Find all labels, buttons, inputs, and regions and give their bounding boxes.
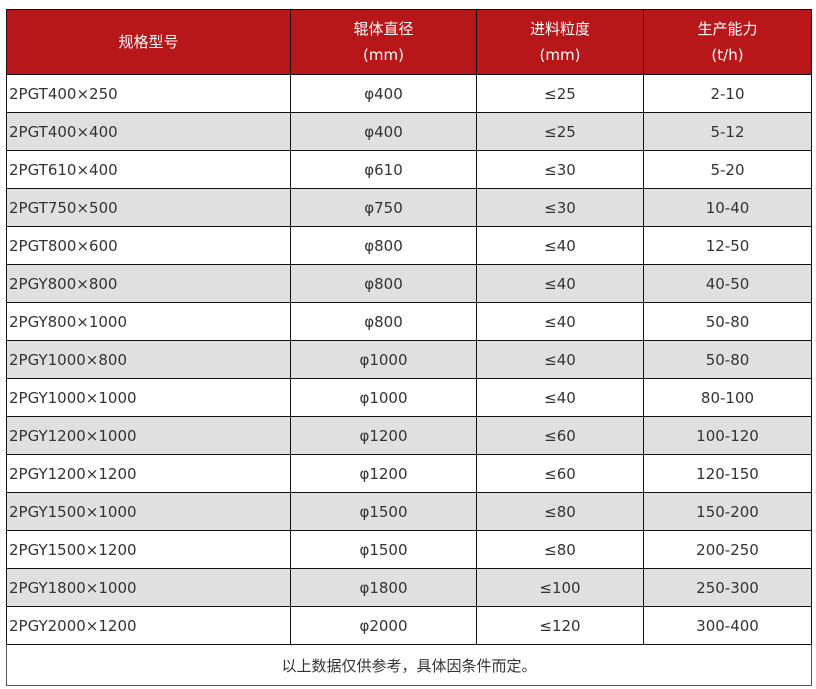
- table-row: 2PGY1000×1000 φ1000 ≤40 80-100: [6, 378, 812, 417]
- table-row: 2PGY1000×800 φ1000 ≤40 50-80: [6, 340, 812, 379]
- cell-roller-diameter: φ750: [290, 188, 477, 227]
- cell-feed-size: ≤60: [476, 416, 644, 455]
- cell-feed-size: ≤100: [476, 568, 644, 607]
- table-row: 2PGY1800×1000 φ1800 ≤100 250-300: [6, 568, 812, 607]
- cell-roller-diameter: φ1800: [290, 568, 477, 607]
- cell-capacity: 12-50: [643, 226, 812, 265]
- cell-feed-size: ≤60: [476, 454, 644, 493]
- table-row: 2PGT400×250 φ400 ≤25 2-10: [6, 74, 812, 113]
- header-roller-diameter: 辊体直径 (mm): [290, 9, 477, 75]
- cell-roller-diameter: φ1200: [290, 454, 477, 493]
- cell-feed-size: ≤40: [476, 264, 644, 303]
- table-row: 2PGT610×400 φ610 ≤30 5-20: [6, 150, 812, 189]
- cell-capacity: 100-120: [643, 416, 812, 455]
- cell-feed-size: ≤40: [476, 302, 644, 341]
- cell-roller-diameter: φ1500: [290, 492, 477, 531]
- cell-roller-diameter: φ1200: [290, 416, 477, 455]
- header-capacity: 生产能力 (t/h): [643, 9, 812, 75]
- cell-feed-size: ≤80: [476, 530, 644, 569]
- cell-model: 2PGY1000×1000: [6, 378, 291, 417]
- cell-capacity: 120-150: [643, 454, 812, 493]
- cell-feed-size: ≤25: [476, 112, 644, 151]
- cell-roller-diameter: φ1000: [290, 340, 477, 379]
- cell-roller-diameter: φ2000: [290, 606, 477, 645]
- cell-capacity: 2-10: [643, 74, 812, 113]
- cell-capacity: 50-80: [643, 340, 812, 379]
- cell-feed-size: ≤40: [476, 226, 644, 265]
- cell-capacity: 5-20: [643, 150, 812, 189]
- header-label: 规格型号: [118, 33, 179, 51]
- cell-roller-diameter: φ800: [290, 302, 477, 341]
- cell-roller-diameter: φ1000: [290, 378, 477, 417]
- header-unit: (mm): [363, 46, 404, 64]
- table-row: 2PGY1200×1000 φ1200 ≤60 100-120: [6, 416, 812, 455]
- cell-capacity: 250-300: [643, 568, 812, 607]
- cell-capacity: 50-80: [643, 302, 812, 341]
- cell-model: 2PGY1000×800: [6, 340, 291, 379]
- header-label: 进料粒度: [529, 20, 590, 38]
- cell-feed-size: ≤80: [476, 492, 644, 531]
- cell-roller-diameter: φ1500: [290, 530, 477, 569]
- cell-feed-size: ≤30: [476, 188, 644, 227]
- table-row: 2PGT800×600 φ800 ≤40 12-50: [6, 226, 812, 265]
- table-row: 2PGY2000×1200 φ2000 ≤120 300-400: [6, 606, 812, 645]
- cell-model: 2PGY800×800: [6, 264, 291, 303]
- table-row: 2PGY1200×1200 φ1200 ≤60 120-150: [6, 454, 812, 493]
- cell-capacity: 200-250: [643, 530, 812, 569]
- cell-model: 2PGT400×250: [6, 74, 291, 113]
- cell-feed-size: ≤25: [476, 74, 644, 113]
- spec-table: 规格型号 辊体直径 (mm) 进料粒度 (mm) 生产能力 (t/h) 2PGT400×25…: [6, 9, 812, 686]
- cell-roller-diameter: φ800: [290, 264, 477, 303]
- cell-model: 2PGY1800×1000: [6, 568, 291, 607]
- footer-note: 以上数据仅供参考，具体因条件而定。: [6, 644, 812, 686]
- cell-capacity: 5-12: [643, 112, 812, 151]
- cell-capacity: 300-400: [643, 606, 812, 645]
- header-unit: (mm): [539, 46, 581, 64]
- header-model: 规格型号: [6, 9, 291, 75]
- cell-feed-size: ≤40: [476, 340, 644, 379]
- cell-capacity: 10-40: [643, 188, 812, 227]
- table-row: 2PGT750×500 φ750 ≤30 10-40: [6, 188, 812, 227]
- cell-capacity: 150-200: [643, 492, 812, 531]
- cell-model: 2PGT400×400: [6, 112, 291, 151]
- table-row: 2PGY1500×1000 φ1500 ≤80 150-200: [6, 492, 812, 531]
- cell-model: 2PGT750×500: [6, 188, 291, 227]
- cell-model: 2PGY1200×1000: [6, 416, 291, 455]
- header-feed-size: 进料粒度 (mm): [476, 9, 644, 75]
- cell-model: 2PGY1500×1000: [6, 492, 291, 531]
- cell-capacity: 80-100: [643, 378, 812, 417]
- cell-roller-diameter: φ400: [290, 112, 477, 151]
- table-row: 2PGY800×1000 φ800 ≤40 50-80: [6, 302, 812, 341]
- cell-feed-size: ≤30: [476, 150, 644, 189]
- table-row: 2PGY1500×1200 φ1500 ≤80 200-250: [6, 530, 812, 569]
- table-row: 2PGY800×800 φ800 ≤40 40-50: [6, 264, 812, 303]
- cell-feed-size: ≤40: [476, 378, 644, 417]
- cell-model: 2PGT800×600: [6, 226, 291, 265]
- header-label: 辊体直径: [353, 20, 414, 38]
- cell-model: 2PGY1200×1200: [6, 454, 291, 493]
- header-unit: (t/h): [711, 46, 744, 64]
- cell-roller-diameter: φ610: [290, 150, 477, 189]
- cell-model: 2PGY1500×1200: [6, 530, 291, 569]
- cell-feed-size: ≤120: [476, 606, 644, 645]
- table-row: 2PGT400×400 φ400 ≤25 5-12: [6, 112, 812, 151]
- cell-model: 2PGT610×400: [6, 150, 291, 189]
- cell-roller-diameter: φ800: [290, 226, 477, 265]
- cell-model: 2PGY800×1000: [6, 302, 291, 341]
- cell-model: 2PGY2000×1200: [6, 606, 291, 645]
- header-row: 规格型号 辊体直径 (mm) 进料粒度 (mm) 生产能力 (t/h): [6, 9, 812, 75]
- cell-capacity: 40-50: [643, 264, 812, 303]
- header-label: 生产能力: [697, 20, 758, 38]
- cell-roller-diameter: φ400: [290, 74, 477, 113]
